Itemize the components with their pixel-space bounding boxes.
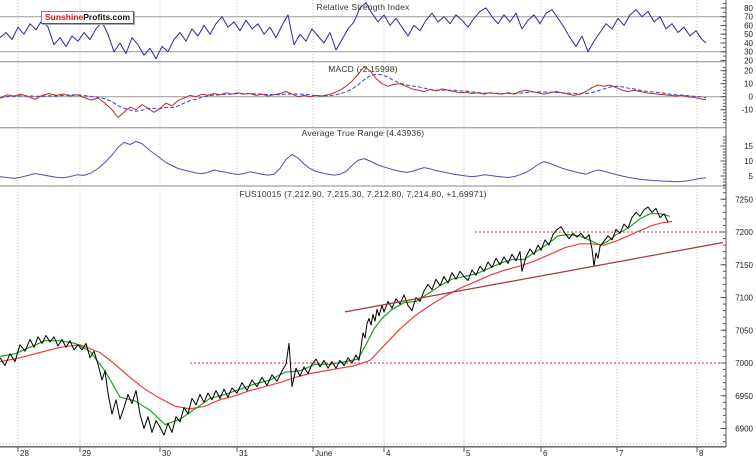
x-axis-label: 30 <box>162 449 171 458</box>
y-axis-label: 7250 <box>735 195 753 204</box>
y-axis-label: -10 <box>741 106 753 115</box>
y-axis-label: 40 <box>744 39 753 48</box>
y-axis-label: 30 <box>744 48 753 57</box>
rsi-line <box>0 2 707 60</box>
y-axis-label: 7100 <box>735 294 753 303</box>
y-axis-label: 60 <box>744 21 753 30</box>
y-axis-label: 70 <box>744 13 753 22</box>
macd-panel <box>0 66 707 118</box>
ma-slow <box>0 220 673 410</box>
atr-panel <box>0 141 707 183</box>
y-axis-label: 7150 <box>735 261 753 270</box>
y-axis-label: 20 <box>744 67 753 76</box>
x-axis-label: 7 <box>619 449 624 458</box>
y-axis-label: 6900 <box>735 425 753 434</box>
x-axis-label: 31 <box>239 449 248 458</box>
y-axis-label: 20 <box>744 56 753 65</box>
y-axis-label: 10 <box>744 80 753 89</box>
y-axis-label: 10 <box>744 157 753 166</box>
y-axis-label: 5 <box>749 172 754 181</box>
x-axis-label: 6 <box>543 449 548 458</box>
atr-line <box>0 141 707 183</box>
y-axis-label: 15 <box>744 142 753 151</box>
y-axis-label: 6950 <box>735 392 753 401</box>
y-axis-label: 7050 <box>735 326 753 335</box>
macd-line <box>0 66 707 118</box>
brand-logo: SunshineProfits.com <box>41 11 135 24</box>
macd-signal <box>0 73 707 112</box>
y-axis-label: 80 <box>744 4 753 13</box>
trendline <box>344 241 724 313</box>
y-axis-label: 7200 <box>735 228 753 237</box>
rsi-panel <box>0 2 707 60</box>
x-axis-label: 29 <box>82 449 91 458</box>
brand-logo-sunshine: Sunshine <box>45 12 84 22</box>
price-panel <box>0 206 724 436</box>
x-axis-label: June <box>315 449 333 458</box>
brand-logo-profits: Profits.com <box>83 12 131 22</box>
y-axis-label: 7000 <box>735 359 753 368</box>
x-axis-label: 28 <box>20 449 29 458</box>
y-axis-label: 50 <box>744 30 753 39</box>
x-axis-label: 5 <box>466 449 471 458</box>
x-axis-label: 4 <box>386 449 391 458</box>
x-axis-label: 8 <box>699 449 704 458</box>
price-bars <box>0 206 669 436</box>
y-axis-label: 0 <box>749 93 754 102</box>
